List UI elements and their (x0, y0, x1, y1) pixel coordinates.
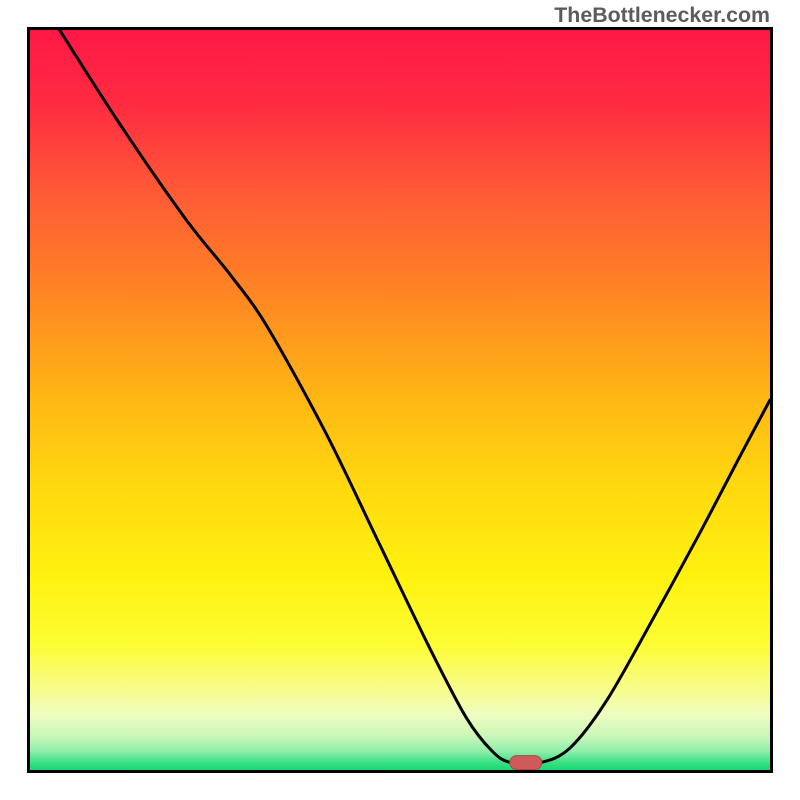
watermark-text: TheBottlenecker.com (554, 3, 770, 28)
chart-frame (27, 27, 773, 773)
bottleneck-chart: TheBottlenecker.com (0, 0, 800, 800)
